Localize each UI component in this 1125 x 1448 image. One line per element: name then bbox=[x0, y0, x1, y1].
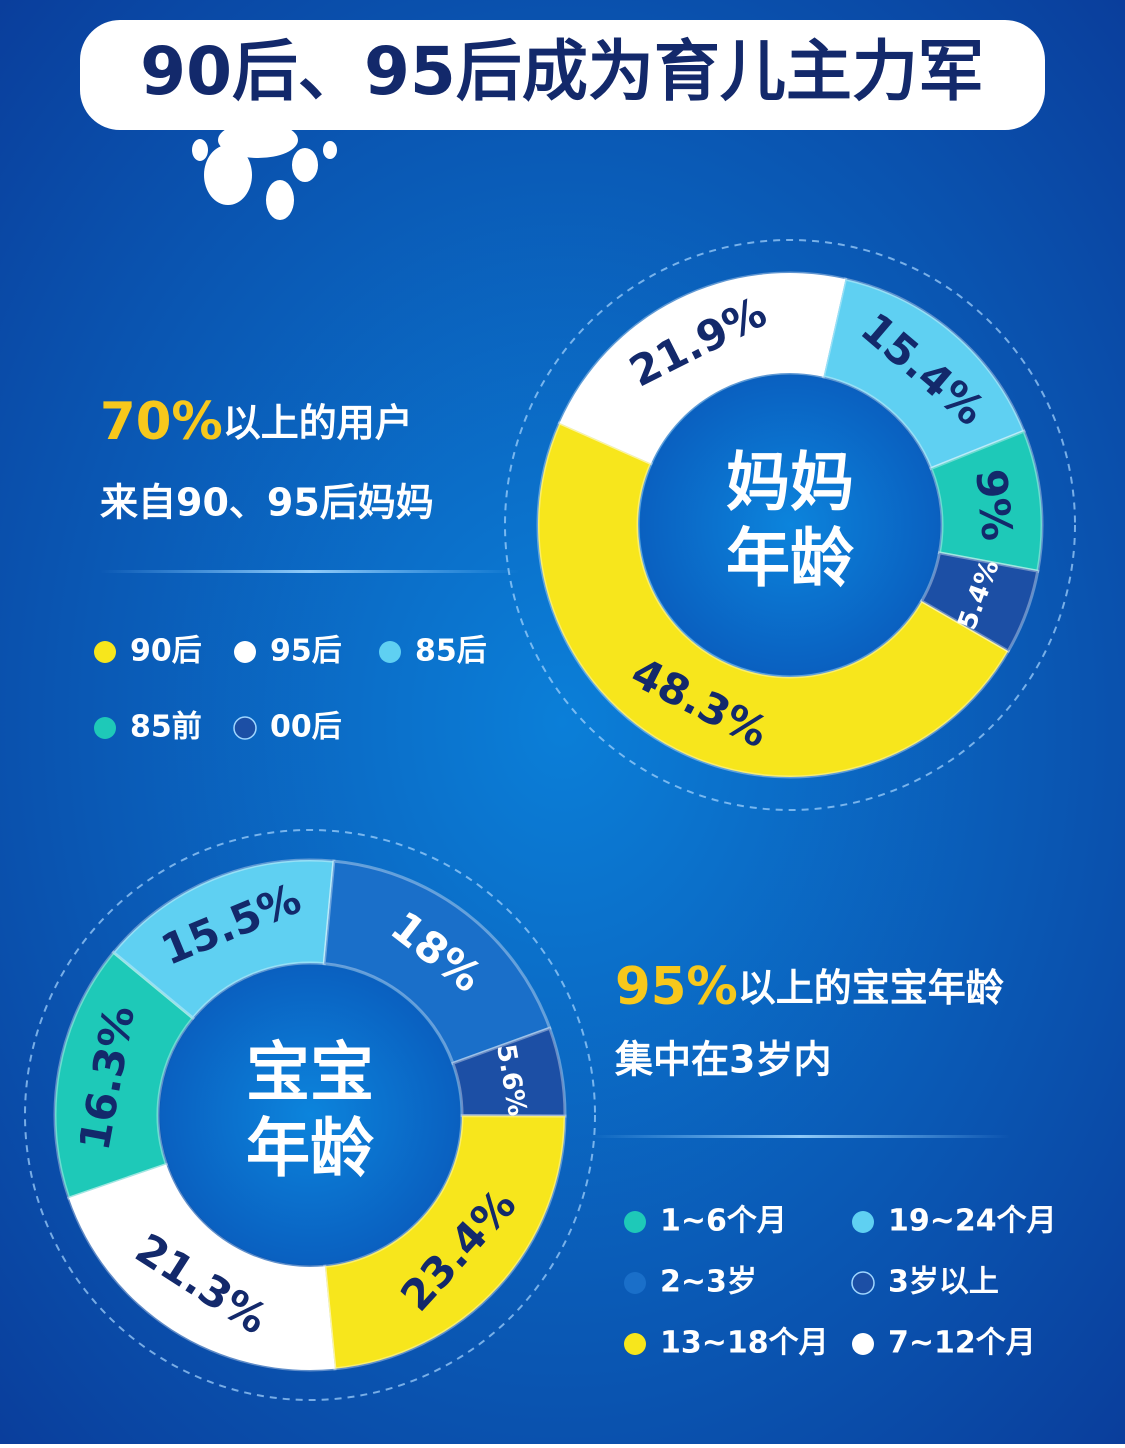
center-label: 年龄 bbox=[726, 523, 854, 597]
value-label: 9% bbox=[966, 467, 1022, 543]
caption: 集中在3岁内 bbox=[614, 1038, 831, 1082]
legend-swatch bbox=[852, 1211, 874, 1233]
legend-swatch bbox=[94, 641, 116, 663]
legend-label: 85后 bbox=[415, 634, 487, 669]
donut-segment bbox=[322, 859, 552, 1066]
legend-label: 95后 bbox=[270, 634, 342, 669]
donut-segment bbox=[66, 1162, 337, 1372]
caption-text: 以上的宝宝年龄 bbox=[738, 966, 1004, 1010]
donut-segment bbox=[557, 271, 848, 466]
donut-hole bbox=[640, 375, 940, 675]
donut-segment bbox=[821, 277, 1026, 471]
donut-segment bbox=[536, 421, 1011, 779]
legend-swatch bbox=[234, 641, 256, 663]
caption-highlight: 70% bbox=[100, 392, 223, 452]
caption: 70%以上的用户 bbox=[100, 392, 413, 452]
caption: 95%以上的宝宝年龄 bbox=[615, 957, 1004, 1017]
legend-swatch bbox=[94, 717, 116, 739]
legend-label: 1~6个月 bbox=[660, 1204, 787, 1239]
ring-outline bbox=[24, 829, 596, 1401]
legend-label: 85前 bbox=[130, 710, 202, 745]
legend-swatch bbox=[851, 1271, 875, 1295]
donut-segment bbox=[53, 950, 196, 1200]
center-label: 宝宝 bbox=[246, 1037, 374, 1111]
divider bbox=[590, 1135, 1010, 1138]
caption: 来自90、95后妈妈 bbox=[100, 481, 434, 525]
ring-outline bbox=[504, 239, 1076, 811]
donut-segment bbox=[111, 858, 336, 1021]
legend-swatch bbox=[624, 1333, 646, 1355]
legend-label: 13~18个月 bbox=[660, 1326, 829, 1361]
center-label: 年龄 bbox=[246, 1113, 374, 1187]
divider bbox=[100, 570, 520, 573]
legend-swatch bbox=[852, 1333, 874, 1355]
legend-label: 3岁以上 bbox=[888, 1265, 999, 1300]
donut-segment bbox=[919, 551, 1040, 654]
caption-text: 以上的用户 bbox=[223, 401, 413, 445]
legend-swatch bbox=[624, 1272, 646, 1294]
legend-label: 00后 bbox=[270, 710, 342, 745]
legend-label: 90后 bbox=[130, 634, 202, 669]
splash bbox=[192, 122, 337, 220]
donut-segment bbox=[451, 1026, 567, 1118]
page-title: 90后、95后成为育儿主力军 bbox=[140, 33, 984, 110]
title-banner bbox=[80, 20, 1045, 130]
legend-label: 7~12个月 bbox=[888, 1326, 1036, 1361]
legend-swatch bbox=[379, 641, 401, 663]
center-label: 妈妈 bbox=[726, 447, 854, 521]
caption-highlight: 95% bbox=[615, 957, 738, 1017]
legend-label: 2~3岁 bbox=[660, 1265, 757, 1300]
legend-swatch bbox=[233, 716, 257, 740]
donut-segment bbox=[323, 1114, 567, 1371]
donut-hole bbox=[160, 965, 460, 1265]
legend-swatch bbox=[624, 1211, 646, 1233]
legend-label: 19~24个月 bbox=[888, 1204, 1057, 1239]
